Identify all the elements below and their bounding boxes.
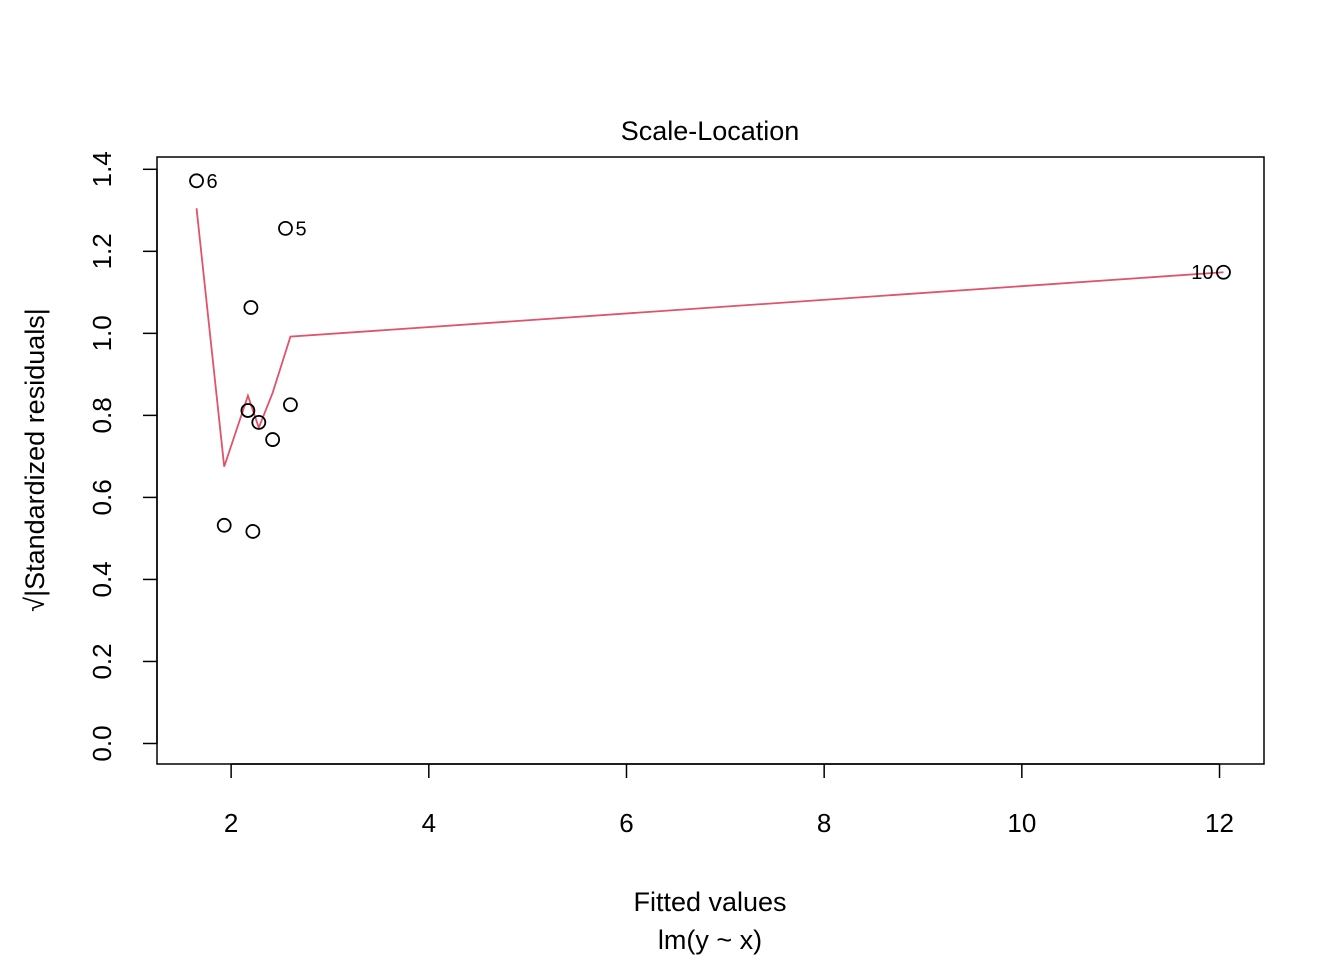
x-axis: 2 4 6 8 10 12 [224,763,1234,838]
data-point [278,220,293,236]
y-tick-label: 0.6 [87,479,117,515]
y-tick-label: 1.0 [87,315,117,351]
x-tick-label: 4 [422,808,436,838]
data-point [283,397,298,413]
x-tick-label: 2 [224,808,238,838]
point-label: 6 [207,171,218,193]
point-label: 10 [1191,262,1213,284]
y-axis-title: √|Standardized residuals| [20,308,50,612]
chart-title: Scale-Location [621,116,800,146]
point-label: 5 [295,218,306,240]
smoother-layer [195,208,1224,467]
data-point [240,403,256,418]
x-tick-label: 6 [619,808,633,838]
data-point [189,173,204,189]
x-tick-label: 12 [1205,808,1234,838]
x-axis-subtitle: lm(y ~ x) [658,925,762,955]
x-axis-title: Fitted values [633,887,786,917]
x-tick-label: 10 [1007,808,1036,838]
y-axis: 0.0 0.2 0.4 0.6 0.8 1.0 1.2 1.4 [87,151,158,762]
data-point [245,524,261,539]
y-tick-label: 0.2 [87,643,117,679]
data-point [251,414,267,430]
y-tick-label: 0.4 [87,561,117,597]
y-tick-label: 1.2 [87,233,117,269]
data-point [265,432,281,447]
smoother-line [195,208,1224,467]
plot-frame [156,156,1265,765]
points-layer: 6 5 10 [189,171,1231,539]
data-point [243,300,259,315]
y-tick-label: 0.0 [87,725,117,761]
x-tick-label: 8 [817,808,831,838]
data-point [216,517,232,533]
y-tick-label: 0.8 [87,397,117,433]
y-tick-label: 1.4 [87,151,117,187]
data-point [1216,264,1231,280]
